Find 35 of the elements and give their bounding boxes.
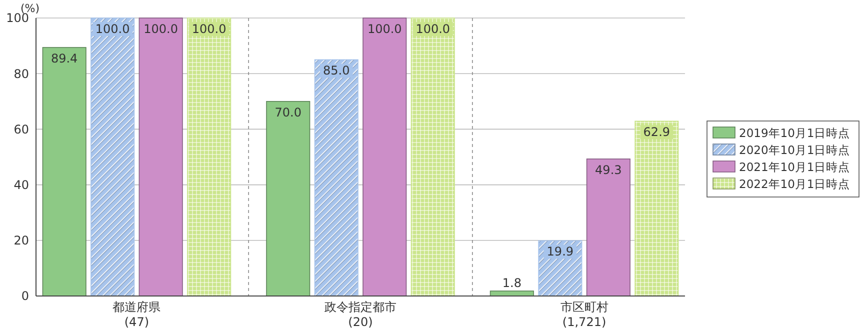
x-tick-label: 政令指定都市 (20) bbox=[324, 300, 396, 329]
bar bbox=[314, 59, 358, 296]
data-label: 85.0 bbox=[323, 64, 350, 78]
bar bbox=[362, 18, 407, 296]
data-label: 100.0 bbox=[367, 22, 402, 36]
y-tick-label: 0 bbox=[21, 289, 29, 304]
data-label: 70.0 bbox=[274, 105, 302, 120]
bar bbox=[586, 158, 630, 296]
data-label: 62.9 bbox=[643, 125, 670, 140]
legend-label: 2022年10月1日時点 bbox=[739, 177, 850, 191]
data-label: 19.9 bbox=[546, 244, 574, 259]
data-label: 100.0 bbox=[144, 22, 178, 36]
data-label: 89.4 bbox=[50, 51, 78, 66]
bar bbox=[634, 120, 679, 296]
bar bbox=[266, 101, 310, 296]
bar bbox=[138, 18, 183, 296]
legend-label: 2021年10月1日時点 bbox=[739, 160, 850, 174]
y-axis-title: (%) bbox=[20, 2, 40, 15]
legend-label: 2019年10月1日時点 bbox=[739, 126, 850, 140]
y-tick-label: 60 bbox=[14, 122, 29, 136]
legend-label: 2020年10月1日時点 bbox=[739, 143, 850, 157]
data-label: 100.0 bbox=[416, 22, 450, 36]
data-label: 49.3 bbox=[595, 162, 622, 177]
data-label: 100.0 bbox=[95, 22, 130, 36]
x-tick-label: 市区町村 (1,721) bbox=[560, 300, 608, 329]
y-tick-label: 40 bbox=[14, 178, 29, 192]
x-tick-label: 都道府県 (47) bbox=[112, 300, 161, 329]
y-tick-label: 20 bbox=[14, 234, 29, 248]
bar bbox=[187, 18, 232, 296]
bar bbox=[42, 47, 86, 296]
bar bbox=[90, 18, 135, 296]
data-label: 1.8 bbox=[502, 276, 522, 290]
bar bbox=[410, 18, 455, 296]
data-label: 100.0 bbox=[192, 22, 226, 36]
y-tick-label: 80 bbox=[14, 66, 29, 81]
